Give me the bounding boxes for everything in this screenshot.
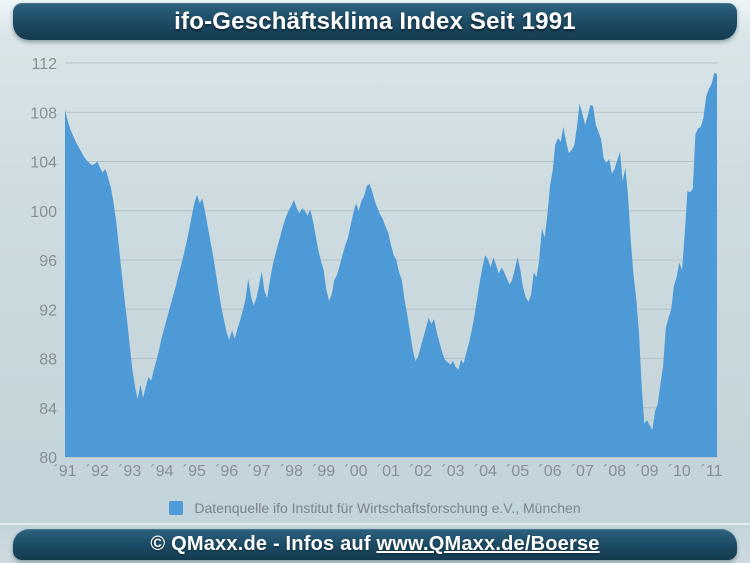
x-axis-label: ´98: [280, 463, 303, 480]
x-axis-label: ´06: [538, 463, 561, 480]
y-axis-label: 80: [39, 450, 57, 467]
index-area-series: [65, 72, 717, 458]
x-axis-label: ´92: [86, 463, 109, 480]
x-axis-label: ´91: [53, 463, 76, 480]
x-axis-label: ´01: [377, 463, 400, 480]
x-axis-label: ´09: [635, 463, 658, 480]
y-axis-label: 92: [39, 302, 57, 319]
x-axis-label: ´04: [474, 463, 497, 480]
x-axis-label: ´94: [150, 463, 173, 480]
x-axis-label: ´00: [344, 463, 367, 480]
copyright-text: © QMaxx.de - Infos auf www.QMaxx.de/Boer…: [150, 533, 599, 556]
y-axis-label: 100: [30, 204, 57, 221]
y-axis-label: 84: [39, 401, 57, 418]
y-axis-label: 104: [30, 155, 57, 172]
y-axis-label: 112: [31, 56, 57, 73]
y-axis-label: 96: [39, 253, 57, 270]
y-axis-labels: 80 84 88 92 96 100 104 108 112: [30, 56, 57, 467]
y-axis-label: 88: [39, 352, 57, 369]
footer-link[interactable]: www.QMaxx.de/Boerse: [376, 533, 600, 555]
x-axis-label: ´93: [118, 463, 141, 480]
x-axis-label: ´02: [409, 463, 432, 480]
x-axis-label: ´03: [441, 463, 464, 480]
legend-swatch: [169, 501, 184, 515]
x-axis-label: ´95: [183, 463, 206, 480]
legend-label: Datenquelle ifo Institut für Wirtschafts…: [194, 500, 581, 516]
chart-legend: Datenquelle ifo Institut für Wirtschafts…: [0, 500, 750, 516]
x-axis-label: ´08: [603, 463, 626, 480]
footer-banner: © QMaxx.de - Infos auf www.QMaxx.de/Boer…: [13, 529, 737, 560]
x-axis-label: ´05: [506, 463, 529, 480]
x-axis-label: ´11: [701, 463, 723, 480]
x-axis-label: ´99: [312, 463, 335, 480]
y-axis-label: 108: [30, 105, 57, 122]
x-axis-label: ´96: [215, 463, 238, 480]
x-axis-labels: ´91 ´92 ´93 ´94 ´95 ´96 ´97 ´98 ´99 ´00 ´01 ´02 ´03 ´…: [53, 463, 722, 480]
x-axis-label: ´97: [247, 463, 270, 480]
x-axis-label: ´10: [668, 463, 691, 480]
copyright-prefix: © QMaxx.de - Infos auf: [150, 533, 377, 555]
header-banner: ifo-Geschäftsklima Index Seit 1991: [13, 3, 737, 40]
x-axis-label: ´07: [571, 463, 594, 480]
page-title: ifo-Geschäftsklima Index Seit 1991: [174, 7, 576, 35]
footer-divider: [0, 523, 750, 525]
